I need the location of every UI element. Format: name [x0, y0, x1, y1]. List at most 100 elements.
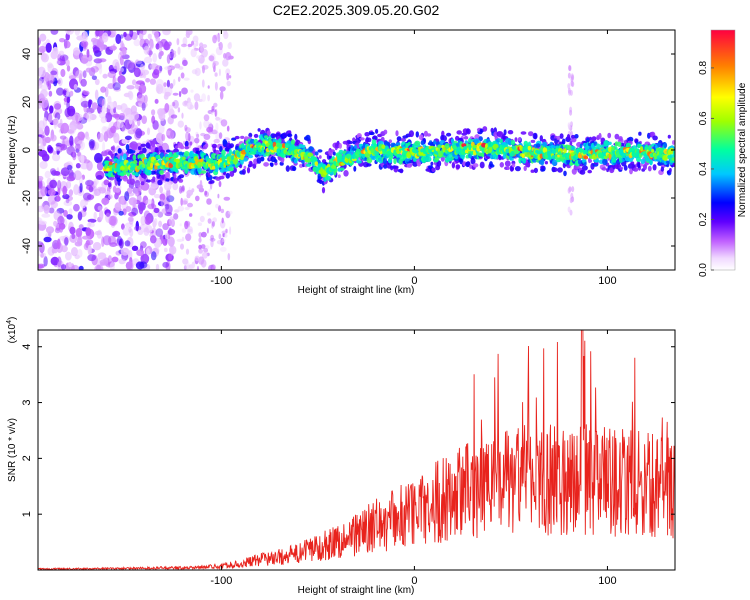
spectrogram-cell — [499, 138, 503, 144]
spectrogram-cell — [207, 85, 210, 89]
spectrogram-cell — [102, 73, 108, 79]
spectrogram-cell — [131, 207, 139, 216]
spectrogram-cell — [52, 153, 61, 162]
spectrogram-cell — [177, 205, 185, 212]
spectrogram-cell — [56, 87, 64, 96]
spectrogram-cell — [65, 251, 72, 261]
spectrogram-cell — [157, 211, 164, 218]
spectrogram-cell — [38, 102, 43, 109]
spectrogram-cell — [383, 129, 388, 135]
spectrogram-cell — [155, 132, 164, 144]
spectrogram-cell — [276, 148, 281, 155]
spectrogram-cell — [145, 142, 151, 149]
spectrogram-cell — [277, 138, 282, 144]
spectrogram-y-tick-label: 40 — [21, 48, 33, 60]
spectrogram-cell — [162, 223, 169, 231]
spectrogram-cell — [50, 70, 58, 76]
spectrogram-cell — [161, 133, 166, 142]
spectrogram-cell — [415, 131, 419, 138]
spectrogram-cell — [468, 138, 472, 144]
spectrogram-cell — [131, 245, 139, 251]
spectrogram-cell — [420, 140, 425, 146]
spectrogram-cell — [191, 40, 195, 46]
spectrogram-cell — [140, 63, 145, 74]
spectrogram-cell — [80, 199, 87, 209]
spectrogram-cell — [587, 142, 592, 147]
spectrogram-cell — [94, 78, 100, 86]
spectrogram-cell — [105, 168, 111, 172]
spectrogram-cell — [583, 155, 589, 160]
spectrogram-cell — [165, 156, 170, 161]
spectrogram-cell — [154, 218, 158, 226]
spectrogram-cell — [220, 220, 226, 229]
spectrogram-cell — [241, 168, 246, 175]
spectrogram-cell — [264, 135, 269, 139]
spectrogram-cell — [119, 165, 125, 171]
spectrogram-cell — [181, 236, 185, 242]
spectrogram-cell — [43, 255, 48, 267]
spectrogram-cell — [142, 174, 147, 179]
spectrogram-cell — [201, 48, 208, 58]
spectrogram-cell — [59, 54, 69, 62]
spectrogram-cell — [129, 30, 134, 38]
spectrogram-cell — [159, 50, 164, 57]
spectrogram-cell — [433, 140, 437, 145]
spectrogram-cell — [395, 142, 401, 146]
spectrogram-cell — [89, 140, 95, 151]
spectrogram-cell — [86, 136, 90, 141]
spectrogram-cell — [499, 162, 504, 168]
spectrogram-cell — [38, 220, 47, 225]
spectrogram-cell — [180, 145, 185, 150]
spectrogram-cell — [221, 217, 224, 224]
spectrogram-cell — [81, 54, 89, 64]
spectrogram-cell — [128, 226, 132, 233]
spectrogram-cell — [478, 136, 483, 142]
spectrogram-cell — [186, 189, 193, 196]
spectrogram-cell — [589, 136, 592, 141]
spectrogram-cell — [561, 138, 566, 145]
colorbar-tick-label: 0.8 — [698, 61, 709, 75]
spectrogram-cell — [138, 204, 144, 215]
spectrogram-cell — [219, 168, 225, 173]
spectrogram-cell — [45, 226, 55, 234]
spectrogram-cell — [66, 30, 72, 33]
spectrogram-cell — [656, 142, 662, 148]
spectrogram-y-tick-label: -40 — [21, 238, 33, 254]
spectrogram-cell — [511, 163, 516, 168]
spectrogram-cell — [103, 179, 110, 186]
spectrogram-cell — [143, 73, 147, 79]
spectrogram-cell — [189, 141, 193, 146]
spectrogram-cell — [622, 152, 626, 159]
spectrogram-y-tick-label: -20 — [21, 190, 33, 206]
spectrogram-cell — [183, 77, 190, 81]
spectrogram-cell — [332, 151, 336, 156]
spectrogram-cell — [240, 135, 245, 139]
spectrogram-cell — [41, 213, 51, 218]
spectrogram-cell — [118, 258, 126, 265]
spectrogram-cell — [100, 86, 107, 93]
spectrogram-cell — [77, 211, 83, 221]
spectrogram-cell — [191, 261, 196, 269]
spectrogram-cell — [607, 132, 612, 139]
spectrogram-cell — [577, 159, 582, 165]
spectrogram-cell — [214, 81, 218, 91]
spectrogram-cell — [636, 156, 641, 163]
snr-y-tick-label: 2 — [21, 455, 33, 461]
spectrogram-cell — [187, 226, 193, 233]
spectrogram-cell — [666, 170, 670, 174]
spectrogram-cell — [181, 228, 187, 233]
spectrogram-cell — [101, 150, 108, 157]
spectrogram-cell — [358, 143, 362, 148]
spectrogram-cell — [596, 143, 601, 149]
spectrogram-cell — [504, 160, 511, 167]
spectrogram-cell — [88, 185, 94, 193]
spectrogram-cell — [43, 204, 50, 214]
spectrogram-cell — [319, 180, 323, 184]
spectrogram-cell — [66, 175, 76, 182]
spectrogram-cell — [114, 202, 122, 211]
spectrogram-cell — [52, 118, 59, 126]
spectrogram-cell — [122, 176, 129, 182]
spectrogram-cell — [112, 82, 121, 91]
spectrogram-cell — [145, 199, 153, 205]
spectrogram-cell — [534, 133, 537, 140]
